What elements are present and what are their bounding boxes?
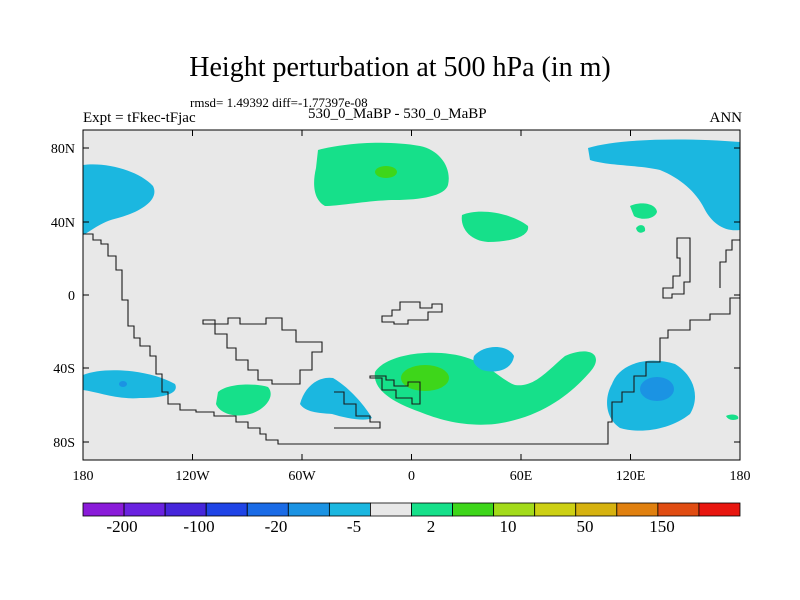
colorbar-swatch xyxy=(575,502,618,517)
lat-tick-label: 0 xyxy=(68,289,75,304)
colorbar-swatch xyxy=(411,502,453,517)
colorbar-swatch xyxy=(287,502,330,517)
latitude-labels: 80N 40N 0 40S 80S xyxy=(51,142,75,451)
lon-tick-label: 0 xyxy=(408,469,415,484)
contour-southeast-pacific-core xyxy=(119,381,127,387)
contour-south-australia-core xyxy=(640,377,674,401)
coastline-americas-west xyxy=(83,233,740,445)
lon-tick-label: 180 xyxy=(73,469,94,484)
contour-north-pacific-west xyxy=(83,164,155,235)
colorbar xyxy=(82,502,741,517)
contour-southeast-pacific xyxy=(83,370,176,399)
lat-tick-label: 40S xyxy=(53,362,75,377)
contour-southern-atlantic-core xyxy=(401,365,449,391)
colorbar-label: 50 xyxy=(577,517,594,536)
colorbar-swatch xyxy=(534,502,577,517)
colorbar-label: -200 xyxy=(106,517,137,536)
latitude-ticks xyxy=(83,147,740,443)
stats-text: rmsd= 1.49392 diff=-1.77397e-08 xyxy=(190,95,368,110)
colorbar-swatch xyxy=(616,502,659,517)
contour-south-pacific xyxy=(216,384,271,416)
colorbar-swatch xyxy=(657,502,700,517)
colorbar-swatch xyxy=(205,502,248,517)
lon-tick-label: 60W xyxy=(288,469,316,484)
lat-tick-label: 80N xyxy=(51,142,75,157)
colorbar-label: 150 xyxy=(649,517,675,536)
colorbar-label: 10 xyxy=(500,517,517,536)
run-label: 530_0_MaBP - 530_0_MaBP xyxy=(308,106,487,122)
coastline-east-asia xyxy=(719,239,740,288)
colorbar-label: -20 xyxy=(265,517,288,536)
colorbar-swatch xyxy=(698,502,741,517)
colorbar-swatch xyxy=(328,502,371,517)
experiment-label: Expt = tFkec-tFjac xyxy=(83,110,196,126)
coastline-south-america xyxy=(202,317,323,385)
contour-north-pacific-east xyxy=(588,139,740,231)
colorbar-swatch xyxy=(452,502,495,517)
lon-tick-label: 120E xyxy=(616,469,646,484)
colorbar-swatch xyxy=(164,502,207,517)
colorbar-labels: -200 -100 -20 -5 2 10 50 150 xyxy=(106,517,674,536)
lon-tick-label: 60E xyxy=(510,469,533,484)
colorbar-swatch xyxy=(246,502,289,517)
lon-tick-label: 120W xyxy=(175,469,210,484)
colorbar-swatch xyxy=(493,502,536,517)
lon-tick-label: 180 xyxy=(730,469,751,484)
colorbar-swatch xyxy=(82,502,125,517)
longitude-labels: 180 120W 60W 0 60E 120E 180 xyxy=(73,469,751,484)
season-label: ANN xyxy=(709,110,743,126)
contour-south-atlantic-small xyxy=(473,347,514,372)
contour-siberia-small xyxy=(636,225,646,233)
coastline-antarctica-edge xyxy=(334,391,381,429)
contour-fills xyxy=(83,139,740,431)
contour-north-atlantic-core xyxy=(375,166,397,178)
chart-title: Height perturbation at 500 hPa (in m) xyxy=(189,52,611,83)
colorbar-label: 2 xyxy=(427,517,436,536)
longitude-ticks xyxy=(82,130,741,460)
coastline-antarctic-peninsula xyxy=(369,375,421,405)
contour-southwest-atlantic xyxy=(300,377,372,420)
lat-tick-label: 40N xyxy=(51,216,75,231)
lat-tick-label: 80S xyxy=(53,436,75,451)
contour-europe xyxy=(461,211,529,242)
coastline-north-asia xyxy=(662,237,691,299)
coastline-africa xyxy=(381,301,443,325)
coastlines xyxy=(83,233,740,445)
colorbar-swatch xyxy=(370,502,412,517)
colorbar-label: -100 xyxy=(183,517,214,536)
contour-siberia xyxy=(630,203,657,219)
contour-south-indian-east xyxy=(726,414,739,420)
colorbar-swatch xyxy=(123,502,166,517)
colorbar-label: -5 xyxy=(347,517,361,536)
